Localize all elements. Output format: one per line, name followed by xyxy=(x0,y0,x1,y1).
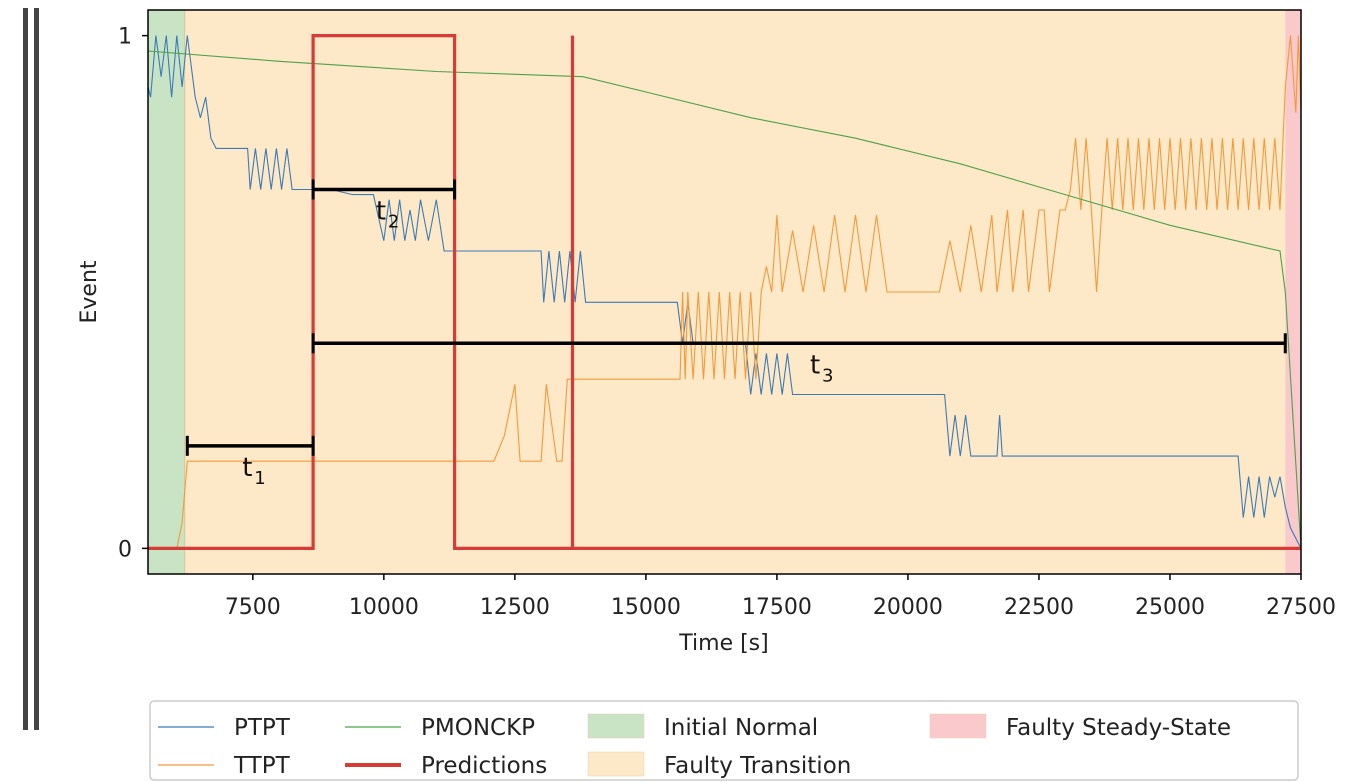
interval-subscript: 3 xyxy=(822,365,833,386)
x-axis-label: Time [s] xyxy=(678,631,768,656)
ticks-layer: 7500 10000 12500 15000 17500 20000 22500 25000 2… xyxy=(118,25,1336,620)
legend: PTPT TTPT PMONCKP Predictions Initial Normal… xyxy=(149,700,1299,781)
margin-bar-left xyxy=(23,8,28,730)
x-tick-label: 22500 xyxy=(1004,595,1074,620)
intervals-layer: t 1t 2t 3 xyxy=(185,179,1287,489)
regions-layer xyxy=(148,10,1301,574)
interval-label: t xyxy=(242,453,252,483)
x-tick-label: 27500 xyxy=(1266,595,1336,620)
region-faulty-transition xyxy=(184,10,1286,574)
legend-label: Faulty Steady-State xyxy=(1006,715,1231,741)
legend-swatch xyxy=(929,713,987,739)
legend-item-faulty-steady-state: Faulty Steady-State xyxy=(929,713,1231,741)
legend-item-ttpt: TTPT xyxy=(158,753,291,779)
interval-label: t xyxy=(810,350,820,380)
x-tick-label: 12500 xyxy=(480,595,550,620)
legend-swatch xyxy=(587,751,645,777)
legend-label: Faulty Transition xyxy=(664,753,851,779)
interval-label: t xyxy=(376,196,386,226)
y-tick-label: 0 xyxy=(118,537,132,562)
series-ttpt-line xyxy=(148,35,1302,549)
interval-subscript: 2 xyxy=(388,211,399,232)
legend-item-pmonckp: PMONCKP xyxy=(345,715,535,741)
y-axis-label: Event xyxy=(77,260,102,323)
region-initial-normal xyxy=(148,10,185,574)
legend-label: TTPT xyxy=(233,753,291,779)
series-ptpt-line xyxy=(147,35,1302,549)
interval-subscript: 1 xyxy=(254,468,265,489)
y-tick-label: 1 xyxy=(118,25,132,50)
plot-frame xyxy=(147,9,1302,575)
x-tick-label: 20000 xyxy=(873,595,943,620)
x-tick-label: 15000 xyxy=(611,595,681,620)
margin-double-bar xyxy=(23,8,39,730)
x-tick-label: 17500 xyxy=(742,595,812,620)
x-tick-label: 25000 xyxy=(1135,595,1205,620)
legend-swatch xyxy=(587,713,645,739)
legend-label: Initial Normal xyxy=(664,715,818,741)
x-tick-label: 7500 xyxy=(225,595,281,620)
margin-bar-right xyxy=(34,8,39,730)
region-faulty-steady-state xyxy=(1285,10,1301,574)
series-pmonckp-line xyxy=(147,50,1302,549)
legend-item-faulty-transition: Faulty Transition xyxy=(587,751,851,779)
series-predictions-line xyxy=(148,33,1301,551)
legend-label: Predictions xyxy=(421,753,547,779)
legend-item-ptpt: PTPT xyxy=(158,715,291,741)
x-tick-label: 10000 xyxy=(349,595,419,620)
legend-label: PTPT xyxy=(234,715,291,741)
legend-item-initial-normal: Initial Normal xyxy=(587,713,818,741)
legend-label: PMONCKP xyxy=(421,715,535,741)
series-layer xyxy=(147,33,1302,551)
legend-item-predictions: Predictions xyxy=(345,753,547,779)
legend-frame xyxy=(149,700,1299,781)
